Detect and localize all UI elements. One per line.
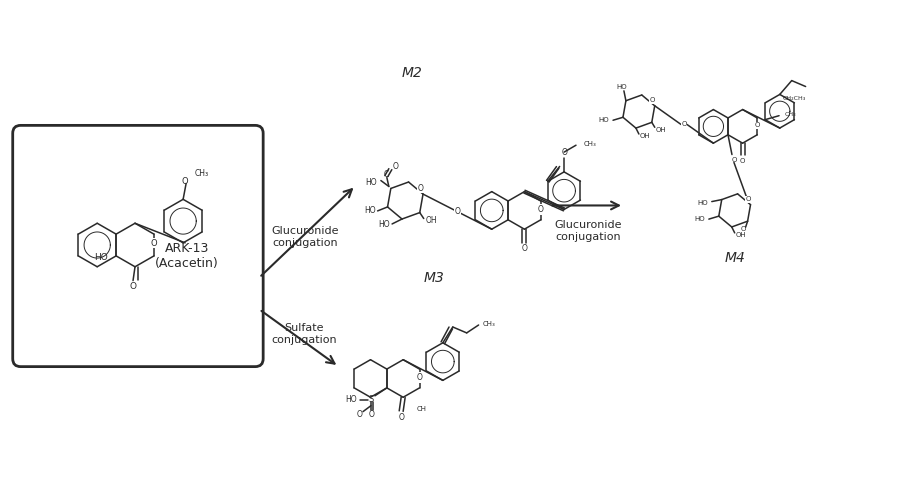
Text: HO: HO [365, 178, 377, 187]
Text: CH₃: CH₃ [195, 169, 209, 178]
Text: C: C [383, 170, 388, 179]
Text: O: O [561, 148, 566, 156]
Text: O: O [393, 162, 398, 171]
Text: CH₃: CH₃ [482, 321, 495, 327]
Text: CH₂CH₃: CH₂CH₃ [782, 96, 805, 101]
FancyBboxPatch shape [13, 125, 263, 367]
Text: ARK-13
(Acacetin): ARK-13 (Acacetin) [154, 242, 219, 270]
Text: Glucuronide
conjugation: Glucuronide conjugation [271, 226, 339, 248]
Text: S: S [368, 395, 373, 404]
Text: O: O [740, 158, 744, 164]
Text: HO: HO [598, 117, 609, 123]
Text: O: O [521, 245, 526, 253]
Text: M3: M3 [424, 271, 444, 284]
Text: O: O [151, 239, 157, 247]
Text: M4: M4 [724, 251, 745, 265]
Text: O: O [731, 157, 736, 163]
Text: O: O [681, 122, 686, 127]
Text: HO: HO [378, 220, 390, 229]
Text: HO: HO [696, 200, 707, 206]
Text: HO: HO [694, 216, 704, 222]
Text: OH: OH [655, 127, 666, 133]
Text: CH₃: CH₃ [583, 141, 596, 147]
Text: O: O [368, 410, 375, 419]
Text: O: O [182, 177, 188, 186]
Text: O: O [754, 123, 759, 128]
Text: OH: OH [425, 216, 437, 225]
Text: OH: OH [735, 232, 746, 238]
Text: O: O [745, 196, 749, 202]
Text: Glucuronide
conjugation: Glucuronide conjugation [554, 220, 621, 242]
Text: O: O [357, 410, 363, 419]
Text: O: O [649, 97, 654, 103]
Text: HO: HO [364, 207, 376, 215]
Text: O: O [416, 373, 422, 382]
Text: Sulfate
conjugation: Sulfate conjugation [271, 323, 337, 345]
Text: HO: HO [616, 84, 627, 90]
Text: M2: M2 [401, 66, 422, 80]
Text: O: O [129, 282, 136, 291]
Text: O: O [454, 207, 460, 216]
Text: HO: HO [94, 253, 108, 262]
Text: O: O [537, 205, 543, 214]
Text: HO: HO [345, 395, 357, 404]
Text: CH₃: CH₃ [784, 112, 796, 117]
Text: O: O [398, 413, 404, 422]
Text: O: O [417, 184, 424, 192]
Text: OH: OH [639, 133, 650, 139]
Text: O: O [740, 226, 746, 232]
Text: CH: CH [416, 406, 426, 412]
